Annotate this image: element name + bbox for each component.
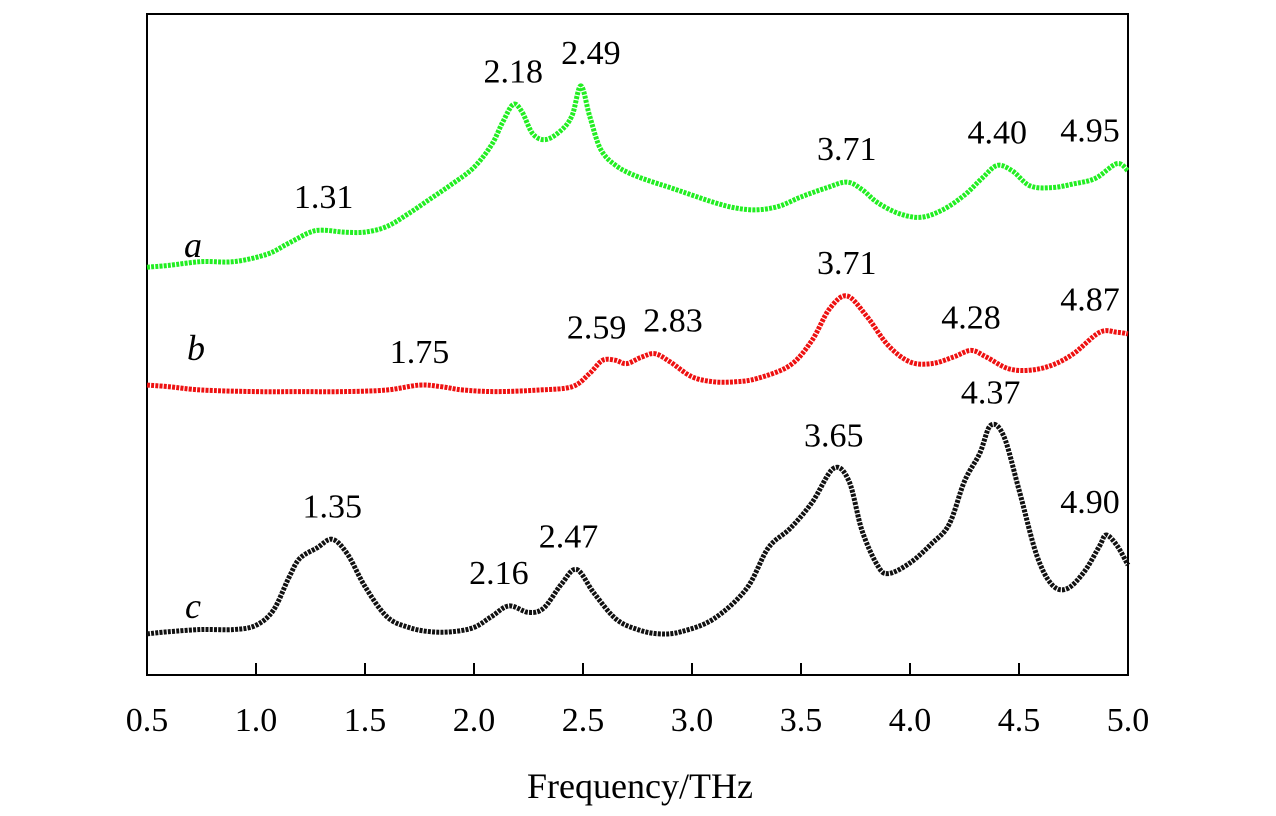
peak-label: 4.37 [961,374,1021,411]
series-label-c: c [185,586,201,626]
plot-frame [146,13,1129,676]
peak-label: 4.90 [1060,484,1120,521]
series-line-b [146,293,1129,395]
peak-label: 1.75 [390,334,450,371]
peak-label: 2.83 [643,303,703,340]
series-labels: a b c [184,225,205,626]
peak-label: 2.59 [567,309,627,346]
peak-label: 1.31 [294,179,354,216]
peak-labels: 1.31 2.18 2.49 3.71 4.40 4.95 1.75 2.59 2.83 3.71… [294,35,1120,592]
peak-label: 2.47 [539,518,599,555]
x-tick-label: 5.0 [1107,702,1150,739]
peak-label: 3.71 [817,245,877,282]
x-tick-label: 0.5 [126,702,169,739]
peak-label: 4.28 [941,299,1001,336]
peak-label: 3.65 [804,417,864,454]
x-axis-ticks [255,663,1020,675]
x-tick-label: 1.5 [344,702,387,739]
series-label-b: b [187,328,205,368]
series-lines [146,83,1131,637]
x-axis-tick-labels: 0.5 1.0 1.5 2.0 2.5 3.0 3.5 4.0 4.5 5.0 [126,702,1150,739]
peak-label: 2.16 [469,555,529,592]
series-line-a [146,83,1130,270]
peak-label: 4.40 [967,114,1027,151]
peak-label: 4.87 [1060,281,1120,318]
series-label-a: a [184,225,202,265]
x-axis-title: Frequency/THz [527,766,753,806]
peak-label: 1.35 [303,488,363,525]
x-tick-label: 2.5 [562,702,605,739]
peak-label: 3.71 [817,131,877,168]
peak-label: 4.95 [1060,113,1120,150]
peak-label: 2.49 [561,35,621,72]
x-tick-label: 4.5 [998,702,1041,739]
x-tick-label: 1.0 [235,702,278,739]
x-tick-label: 4.0 [889,702,932,739]
series-line-c [146,421,1131,637]
x-tick-label: 2.0 [453,702,496,739]
x-tick-label: 3.0 [671,702,714,739]
x-tick-label: 3.5 [780,702,823,739]
peak-label: 2.18 [483,53,543,90]
